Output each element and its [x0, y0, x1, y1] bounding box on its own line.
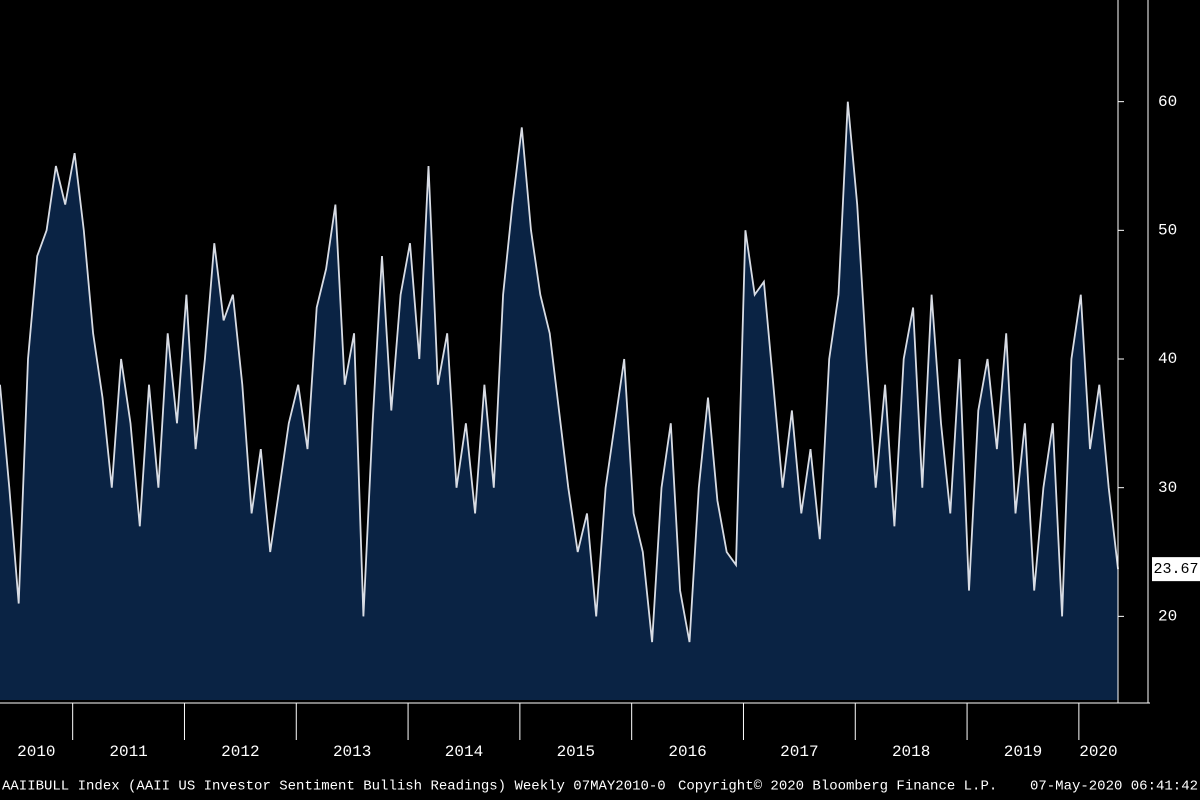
x-tick-label: 2010 — [17, 743, 55, 761]
last-value-box — [1152, 557, 1200, 582]
x-tick-label: 2011 — [109, 743, 147, 761]
x-tick-label: 2013 — [333, 743, 371, 761]
y-tick-label: 30 — [1158, 479, 1177, 497]
x-tick-label: 2018 — [892, 743, 930, 761]
footer-left: AAIIBULL Index (AAII US Investor Sentime… — [2, 779, 666, 795]
y-tick-label: 40 — [1158, 350, 1177, 368]
x-tick-label: 2012 — [221, 743, 259, 761]
x-tick-label: 2015 — [557, 743, 595, 761]
y-tick-label: 20 — [1158, 608, 1177, 626]
footer-center: Copyright© 2020 Bloomberg Finance L.P. — [678, 779, 997, 795]
plot-area — [0, 101, 1119, 700]
x-tick-label: 2020 — [1079, 743, 1117, 761]
x-tick-label: 2016 — [668, 743, 706, 761]
series-line — [0, 101, 1119, 643]
x-tick-label: 2014 — [445, 743, 483, 761]
footer-right: 07-May-2020 06:41:42 — [1030, 779, 1198, 795]
x-tick-label: 2019 — [1004, 743, 1042, 761]
y-tick-label: 50 — [1158, 222, 1177, 240]
x-tick-label: 2017 — [780, 743, 818, 761]
area-fill — [0, 101, 1118, 700]
y-tick-label: 60 — [1158, 93, 1177, 111]
last-value-label: 23.67 — [1153, 561, 1198, 578]
